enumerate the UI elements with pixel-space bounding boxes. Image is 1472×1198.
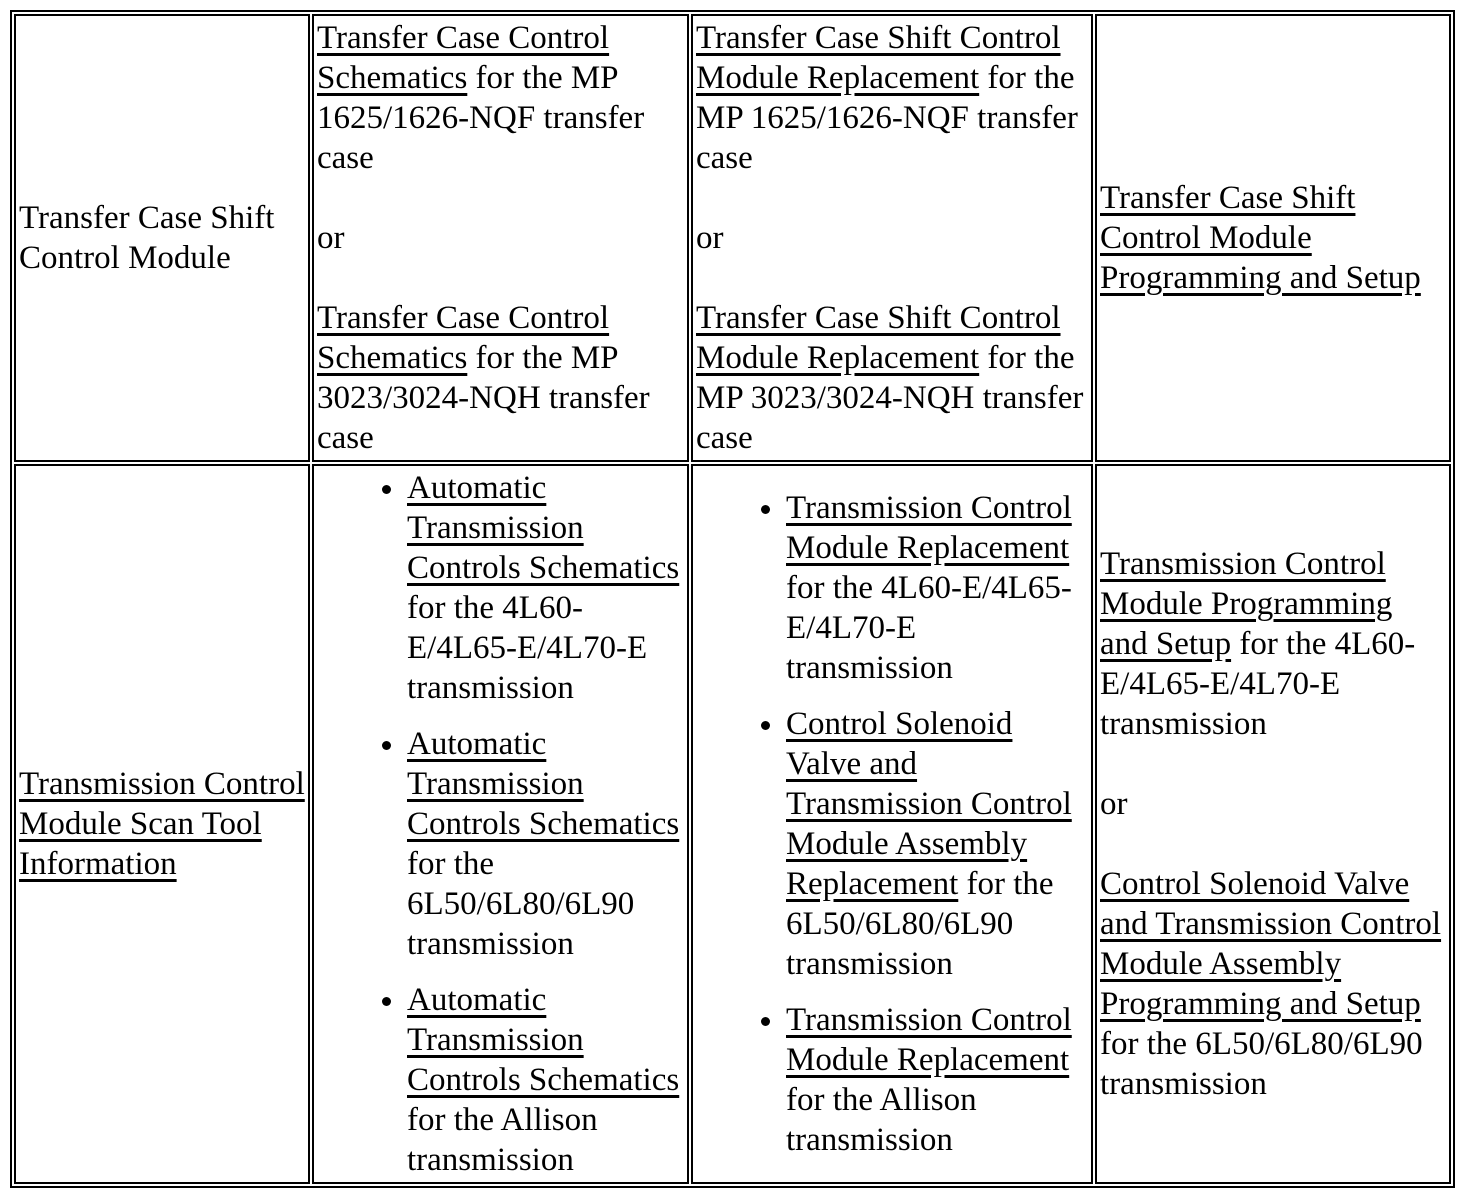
cell-text: or	[317, 220, 345, 256]
doc-link[interactable]: Control Solenoid Valve and Transmission …	[1100, 866, 1442, 1022]
cell-schematics: Automatic Transmission Controls Schemati…	[312, 464, 689, 1184]
doc-link[interactable]: Automatic Transmission Controls Schemati…	[407, 726, 680, 842]
cell-paragraph: Control Solenoid Valve and Transmission …	[1100, 864, 1446, 1104]
cell-text: or	[696, 220, 724, 256]
cell-paragraph: Transfer Case Shift Control Module Progr…	[1100, 178, 1446, 298]
or-separator: or	[1100, 784, 1446, 824]
cell-programming: Transfer Case Shift Control Module Progr…	[1095, 14, 1451, 462]
cell-paragraph: Transfer Case Shift Control Module Repla…	[696, 18, 1088, 178]
doc-link[interactable]: Transfer Case Control Schematics	[317, 300, 610, 376]
list-item: Transmission Control Module Replacement …	[786, 1000, 1088, 1160]
table-row-transfer-case: Transfer Case Shift Control Module Trans…	[14, 14, 1451, 462]
topic-list: Transmission Control Module Replacement …	[696, 488, 1088, 1160]
cell-text: Transfer Case Shift Control Module	[19, 200, 275, 276]
doc-link[interactable]: Automatic Transmission Controls Schemati…	[407, 470, 680, 586]
doc-link[interactable]: Transfer Case Shift Control Module Repla…	[696, 20, 1061, 96]
table-row-transmission: Transmission Control Module Scan Tool In…	[14, 464, 1451, 1184]
doc-link[interactable]: Transmission Control Module Replacement	[786, 1002, 1072, 1078]
cell-component-name: Transfer Case Shift Control Module	[14, 14, 310, 462]
topic-list: Automatic Transmission Controls Schemati…	[317, 468, 684, 1180]
cell-text: for the MP 1625/⁠1626-NQF transfer case	[696, 60, 1078, 176]
doc-link[interactable]: Transmission Control Module Scan Tool In…	[19, 766, 305, 882]
cell-text: for the 6L50/⁠6L80/⁠6L90 transmission	[786, 866, 1054, 982]
cell-text: for the 6L50/⁠6L80/⁠6L90 transmission	[407, 846, 635, 962]
cell-paragraph: Transfer Case Control Schematics for the…	[317, 298, 684, 458]
cell-paragraph: Transmission Control Module Scan Tool In…	[19, 764, 305, 884]
cell-schematics: Transfer Case Control Schematics for the…	[312, 14, 689, 462]
cell-text: for the MP 3023/⁠3024-NQH transfer case	[696, 340, 1084, 456]
doc-link[interactable]: Transfer Case Shift Control Module Progr…	[1100, 180, 1421, 296]
list-item: Transmission Control Module Replacement …	[786, 488, 1088, 688]
cell-paragraph: Transfer Case Shift Control Module Repla…	[696, 298, 1088, 458]
doc-link[interactable]: Transfer Case Control Schematics	[317, 20, 610, 96]
service-procedures-table: Transfer Case Shift Control Module Trans…	[10, 10, 1455, 1188]
cell-text: for the Allison transmission	[786, 1082, 977, 1158]
cell-text: for the 4L60-E/⁠4L65-E/⁠4L70-E transmiss…	[407, 590, 648, 706]
doc-link[interactable]: Transmission Control Module Replacement	[786, 490, 1072, 566]
doc-link[interactable]: Transfer Case Shift Control Module Repla…	[696, 300, 1061, 376]
doc-link[interactable]: Transmission Control Module Programming …	[1100, 546, 1393, 662]
cell-component-name: Transmission Control Module Scan Tool In…	[14, 464, 310, 1184]
list-item: Automatic Transmission Controls Schemati…	[407, 980, 684, 1180]
list-item: Control Solenoid Valve and Transmission …	[786, 704, 1088, 984]
cell-text: for the 6L50/⁠6L80/⁠6L90 transmission	[1100, 1026, 1423, 1102]
cell-text: or	[1100, 786, 1128, 822]
cell-replacement: Transfer Case Shift Control Module Repla…	[691, 14, 1093, 462]
cell-programming: Transmission Control Module Programming …	[1095, 464, 1451, 1184]
or-separator: or	[696, 218, 1088, 258]
cell-paragraph: Transfer Case Shift Control Module	[19, 198, 305, 278]
list-item: Automatic Transmission Controls Schemati…	[407, 468, 684, 708]
cell-text: for the Allison transmission	[407, 1102, 598, 1178]
doc-link[interactable]: Automatic Transmission Controls Schemati…	[407, 982, 680, 1098]
list-item: Automatic Transmission Controls Schemati…	[407, 724, 684, 964]
cell-text: for the 4L60-E/⁠4L65-E/⁠4L70-E transmiss…	[1100, 626, 1416, 742]
doc-link[interactable]: Control Solenoid Valve and Transmission …	[786, 706, 1072, 902]
cell-text: for the 4L60-E/⁠4L65-E/⁠4L70-E transmiss…	[786, 570, 1072, 686]
cell-text: for the MP 1625/⁠1626-NQF transfer case	[317, 60, 645, 176]
cell-paragraph: Transmission Control Module Programming …	[1100, 544, 1446, 744]
or-separator: or	[317, 218, 684, 258]
cell-text: for the MP 3023/⁠3024-NQH transfer case	[317, 340, 650, 456]
cell-paragraph: Transfer Case Control Schematics for the…	[317, 18, 684, 178]
cell-replacement: Transmission Control Module Replacement …	[691, 464, 1093, 1184]
